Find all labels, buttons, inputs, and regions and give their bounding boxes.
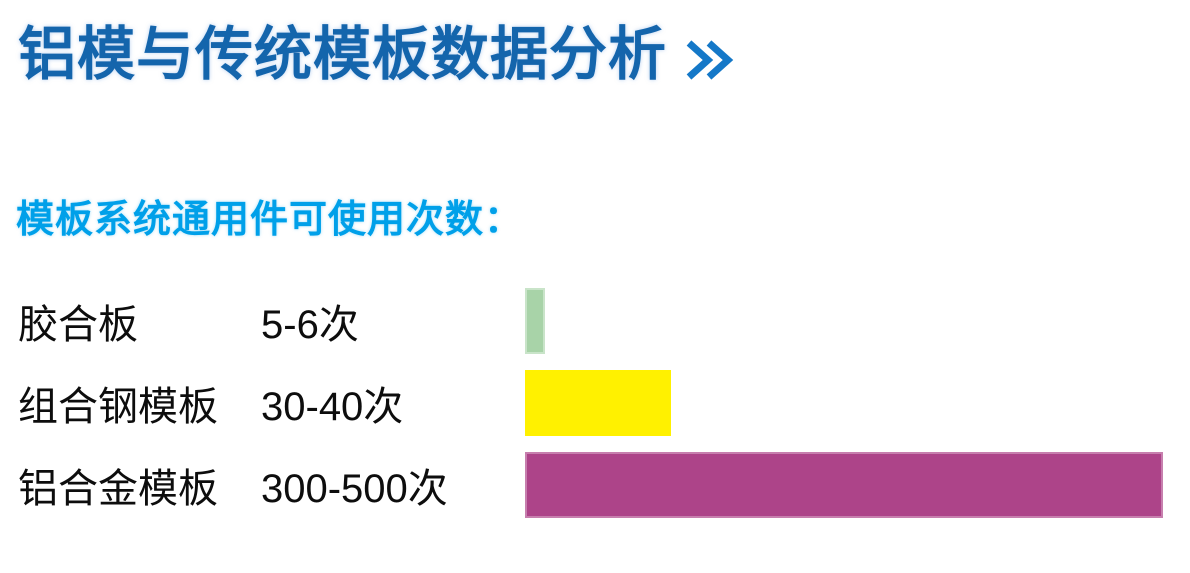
bar-chart: 胶合板 5-6次 组合钢模板 30-40次 铝合金模板 300-500次 — [18, 288, 1172, 534]
chart-row: 铝合金模板 300-500次 — [18, 452, 1172, 518]
category-label: 组合钢模板 — [18, 385, 218, 429]
page-title: 铝模与传统模板数据分析 — [18, 22, 668, 87]
bar — [525, 370, 671, 436]
bar — [525, 452, 1163, 518]
bar — [525, 288, 545, 354]
chart-row: 组合钢模板 30-40次 — [18, 370, 1172, 436]
chart-row: 胶合板 5-6次 — [18, 288, 1172, 354]
value-label: 300-500次 — [261, 467, 448, 511]
double-chevron-right-icon — [686, 40, 734, 80]
category-label: 铝合金模板 — [18, 467, 218, 511]
value-label: 30-40次 — [261, 385, 404, 429]
page-title-row: 铝模与传统模板数据分析 — [18, 20, 735, 90]
value-label: 5-6次 — [261, 303, 359, 347]
section-subtitle: 模板系统通用件可使用次数： — [16, 199, 524, 241]
category-label: 胶合板 — [18, 303, 138, 347]
